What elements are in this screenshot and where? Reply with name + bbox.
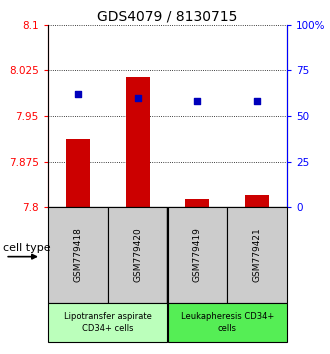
Text: GSM779420: GSM779420 xyxy=(133,228,142,282)
Bar xyxy=(48,207,108,303)
Bar xyxy=(168,303,287,342)
Title: GDS4079 / 8130715: GDS4079 / 8130715 xyxy=(97,10,238,24)
Text: Lipotransfer aspirate
CD34+ cells: Lipotransfer aspirate CD34+ cells xyxy=(64,312,151,332)
Text: Leukapheresis CD34+
cells: Leukapheresis CD34+ cells xyxy=(181,312,274,332)
Bar xyxy=(126,77,149,207)
Text: cell type: cell type xyxy=(3,243,51,253)
Bar xyxy=(245,195,269,207)
Text: GSM779421: GSM779421 xyxy=(253,228,262,282)
Bar xyxy=(66,139,90,207)
Text: GSM779418: GSM779418 xyxy=(73,227,82,282)
Point xyxy=(75,91,81,97)
Bar xyxy=(185,199,209,207)
Bar xyxy=(227,207,287,303)
Text: GSM779419: GSM779419 xyxy=(193,227,202,282)
Bar xyxy=(108,207,167,303)
Bar xyxy=(48,303,167,342)
Point xyxy=(195,98,200,104)
Bar xyxy=(168,207,227,303)
Point xyxy=(135,95,140,101)
Point xyxy=(254,98,260,104)
